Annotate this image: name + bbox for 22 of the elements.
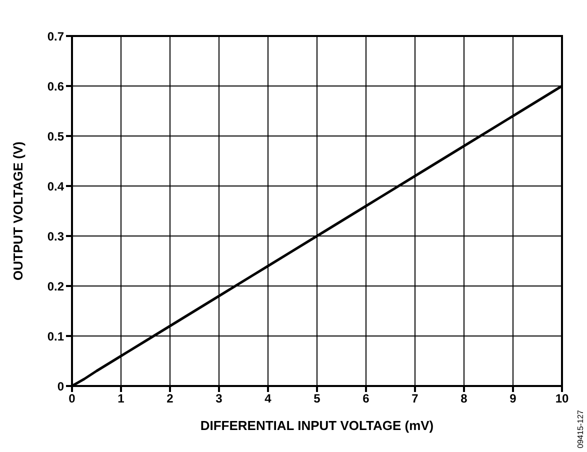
x-tick-label: 5: [314, 392, 321, 406]
x-tick-label: 6: [362, 392, 370, 406]
y-tick-label: 0.2: [47, 279, 64, 294]
text: 09415-127: [576, 410, 585, 448]
x-tick-label: 7: [412, 392, 419, 406]
y-tick-label: 0: [57, 379, 64, 394]
x-tick-label: 0: [68, 392, 76, 406]
y-tick-label: 0.4: [47, 179, 64, 194]
x-tick-label: 4: [264, 392, 272, 406]
x-axis-title: DIFFERENTIAL INPUT VOLTAGE (mV): [200, 418, 434, 433]
x-tick-label: 10: [555, 392, 569, 406]
x-tick-label: 9: [510, 392, 517, 406]
y-tick-label: 0.5: [47, 129, 64, 144]
y-tick-label: 0.7: [47, 29, 64, 44]
y-axis-title: OUTPUT VOLTAGE (V): [10, 142, 26, 280]
y-tick-label: 0.3: [47, 229, 64, 244]
x-tick-label: 8: [460, 392, 468, 406]
x-tick-label: 3: [216, 392, 223, 406]
x-tick-label: 2: [166, 392, 174, 406]
y-tick-label: 0.6: [47, 79, 64, 94]
y-tick-label: 0.1: [47, 329, 64, 344]
x-tick-label: 1: [118, 392, 125, 406]
